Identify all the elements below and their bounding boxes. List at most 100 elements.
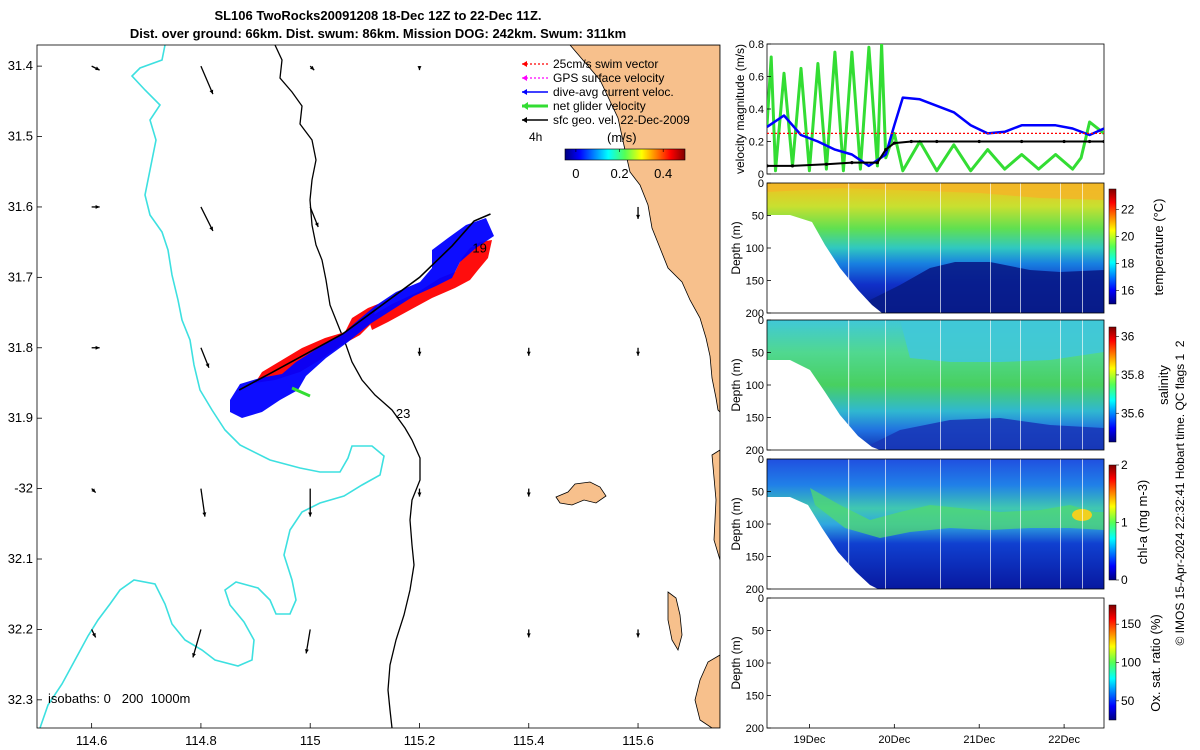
glider-track xyxy=(238,213,491,391)
temperature-ylabel: Depth (m) xyxy=(729,221,743,274)
temperature-y-ticks: 0 50 100 150 200 xyxy=(746,178,771,320)
temperature-cold-core xyxy=(850,262,1104,313)
geo-velocity-arrow xyxy=(200,488,207,517)
depth-tick-label: 200 xyxy=(746,584,764,596)
depth-tick-label: 50 xyxy=(752,211,764,223)
map-frame xyxy=(36,44,721,729)
depth-tick-label: 150 xyxy=(746,552,764,564)
rottnest-island xyxy=(555,481,607,506)
isobath-deep xyxy=(274,45,421,728)
velocity-y-tick-label: 0.2 xyxy=(749,137,764,149)
garden-island xyxy=(667,591,683,652)
salinity-colorbar-label: salinity xyxy=(1156,365,1171,405)
geo-velocity-arrow xyxy=(636,206,640,219)
geo-velocity-arrow xyxy=(308,488,313,517)
map-x-tick-label: 114.6 xyxy=(76,733,108,748)
isobaths-label: isobaths: 0 200 1000m xyxy=(48,691,190,706)
chla-y-ticks: 0 50 100 150 200 xyxy=(746,454,771,596)
legend-sfc-geo-label: sfc geo. vel. 22-Dec-2009 xyxy=(553,113,690,127)
current-swath xyxy=(230,218,494,418)
legend-entry-dive-avg-current: dive-avg current veloc. xyxy=(522,85,674,99)
temperature-colorbar-ticks: 16 18 20 22 xyxy=(1116,202,1135,297)
oxygen-colorbar xyxy=(1108,604,1117,721)
geo-velocity-arrow xyxy=(200,206,214,232)
speed-colorbar-tick-label: 0 xyxy=(572,166,579,181)
depth-tick-label: 0 xyxy=(758,315,764,327)
salinity-colorbar xyxy=(1108,326,1117,443)
map-x-ticks: 114.6 114.8 115 115.2 115.4 115.6 xyxy=(76,723,654,748)
velocity-series xyxy=(767,44,1104,173)
legend-gps-velocity-label: GPS surface velocity xyxy=(553,71,664,85)
colorbar-tick-label: 100 xyxy=(1121,656,1141,670)
colorbar-tick-label: 36 xyxy=(1121,330,1135,344)
legend-entry-sfc-geo-velocity: sfc geo. vel. 22-Dec-2009 xyxy=(522,113,690,127)
speed-colorbar-label: (m/s) xyxy=(607,130,637,145)
salinity-y-ticks: 0 50 100 150 200 xyxy=(746,315,771,457)
map-x-tick-label: 115 xyxy=(300,733,321,748)
geo-velocity-arrow xyxy=(526,629,531,638)
geo-velocity-arrow xyxy=(91,488,97,494)
geo-velocity-arrow xyxy=(417,66,422,71)
map-y-ticks: 31.4 31.5 31.6 31.7 31.8 31.9 -32 32.1 32.2 32.3 xyxy=(8,58,42,707)
depth-tick-label: 100 xyxy=(746,658,764,670)
depth-tick-label: 150 xyxy=(746,276,764,288)
geo-velocity-arrow xyxy=(91,204,100,209)
colorbar-tick-label: 35.6 xyxy=(1121,406,1145,420)
colorbar-tick-label: 18 xyxy=(1121,256,1135,270)
salinity-deep-layer xyxy=(860,418,1104,450)
date-tick-label: 19Dec xyxy=(794,734,826,746)
track-day-label: 19 xyxy=(472,241,486,256)
chla-colorbar-ticks: 0 1 2 xyxy=(1116,458,1128,587)
salinity-profile-gaps xyxy=(848,320,1083,450)
velocity-point xyxy=(884,148,888,152)
southern-mainland xyxy=(694,654,720,728)
depth-tick-label: 150 xyxy=(746,413,764,425)
speed-colorbar-ticks: 0 0.2 0.4 xyxy=(572,149,672,181)
map-y-tick-label: 31.5 xyxy=(8,129,33,144)
velocity-panel: 0 0.2 0.4 0.6 0.8 velocity magnitude (m/s) xyxy=(733,39,1105,181)
salinity-panel: 0 50 100 150 200 Depth (m) 35.6 35.8 36 salini… xyxy=(729,315,1171,457)
velocity-point xyxy=(790,164,795,168)
speed-colorbar-tick-label: 0.4 xyxy=(654,166,672,181)
chla-colorbar-label: chl-a (mg m-3) xyxy=(1135,480,1150,565)
date-tick-label: 21Dec xyxy=(963,734,995,746)
depth-tick-label: 200 xyxy=(746,723,764,735)
map-x-tick-label: 114.8 xyxy=(185,733,217,748)
geo-velocity-arrow xyxy=(192,629,202,658)
geo-velocity-arrow xyxy=(309,206,319,228)
map-y-tick-label: 31.6 xyxy=(8,199,33,214)
temperature-colorbar-label: temperature (°C) xyxy=(1151,199,1166,296)
net-glider-velocity-arrow xyxy=(291,386,311,398)
depth-tick-label: 100 xyxy=(746,243,764,255)
oxygen-axes xyxy=(766,597,1105,729)
map-y-tick-label: 32.3 xyxy=(8,692,33,707)
legend-swim-vector-label: 25cm/s swim vector xyxy=(553,57,658,71)
depth-tick-label: 100 xyxy=(746,380,764,392)
depth-tick-label: 0 xyxy=(758,454,764,466)
arrow-scale-label: 4h xyxy=(529,130,542,144)
oxygen-y-ticks: 0 50 100 150 200 xyxy=(746,593,771,735)
temperature-colorbar xyxy=(1108,188,1117,305)
oxygen-panel: 0 50 100 150 200 Depth (m) 50 100 150 Ox. sat.… xyxy=(729,593,1163,746)
legend-dive-avg-label: dive-avg current veloc. xyxy=(553,85,674,99)
salinity-no-data xyxy=(767,360,880,450)
depth-tick-label: 200 xyxy=(746,308,764,320)
coast-fragment xyxy=(711,449,720,561)
velocity-y-tick-label: 0.8 xyxy=(749,39,764,51)
isobath-shallow xyxy=(39,45,385,728)
map-y-tick-label: 32.1 xyxy=(8,551,33,566)
velocity-y-ticks: 0 0.2 0.4 0.6 0.8 xyxy=(749,39,771,181)
map-x-tick-label: 115.2 xyxy=(404,733,436,748)
depth-tick-label: 150 xyxy=(746,691,764,703)
colorbar-tick-label: 1 xyxy=(1121,516,1128,530)
geo-velocity-arrow xyxy=(526,488,531,497)
map-x-tick-label: 115.4 xyxy=(513,733,545,748)
speed-colorbar xyxy=(564,148,686,161)
chla-colorbar xyxy=(1108,464,1117,581)
velocity-y-tick-label: 0.4 xyxy=(749,104,764,116)
geo-velocity-arrow xyxy=(309,65,315,71)
colorbar-tick-label: 20 xyxy=(1121,229,1135,243)
